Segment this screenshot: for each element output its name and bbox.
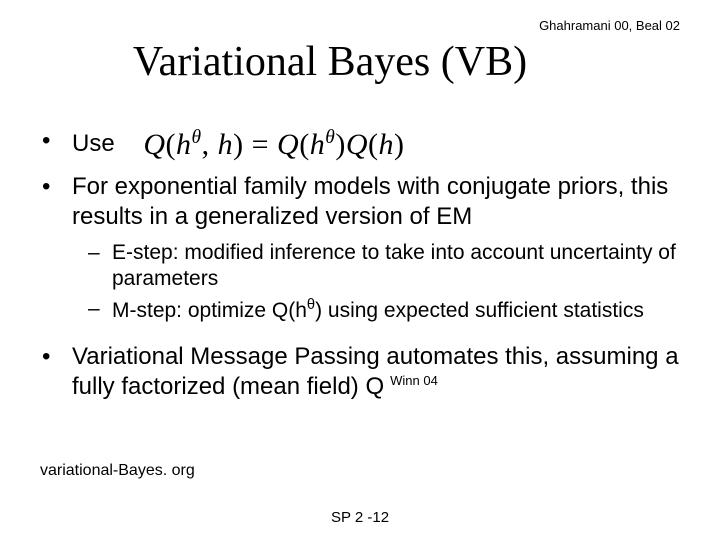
ft1: θ [192,127,202,148]
bullet-estep: – E-step: modified inference to take int… [88,240,680,293]
vmp-text: Variational Message Passing automates th… [72,343,679,400]
dash-marker: – [88,240,112,293]
bullet-vmp: • Variational Message Passing automates … [40,342,680,402]
bullet-marker: • [40,172,72,232]
bullet-mstep: – M-step: optimize Q(hθ) using expected … [88,296,680,324]
slide-content: • Use Q(hθ, h) = Q(hθ)Q(h) • For exponen… [40,126,680,402]
bullet-text: Use Q(hθ, h) = Q(hθ)Q(h) [72,126,680,164]
feq: = [244,128,277,161]
mstep-pre: M-step: optimize Q(h [112,299,307,322]
vb-formula: Q(hθ, h) = Q(hθ)Q(h) [143,126,404,164]
bullet-use: • Use Q(hθ, h) = Q(hθ)Q(h) [40,126,680,164]
bullet-exp-family: • For exponential family models with con… [40,172,680,232]
use-label: Use [72,130,115,157]
fQ2: Q [277,128,299,161]
slide: Ghahramani 00, Beal 02 Variational Bayes… [0,0,720,540]
bullet-text: For exponential family models with conju… [72,172,680,232]
bullet-marker: • [40,342,72,402]
top-citation: Ghahramani 00, Beal 02 [539,18,680,33]
bullet-marker: • [40,126,72,164]
ft2: θ [325,127,335,148]
fh3: h [310,128,326,161]
fh2: h [218,128,234,161]
fQ3: Q [346,128,368,161]
bullet-text: Variational Message Passing automates th… [72,342,680,402]
mstep-post: ) using expected sufficient statistics [315,299,644,322]
mstep-theta: θ [307,297,315,313]
bullet-text: M-step: optimize Q(hθ) using expected su… [112,296,680,324]
slide-title: Variational Bayes (VB) [40,38,680,86]
inline-citation: Winn 04 [390,373,438,388]
slide-footer: SP 2 -12 [0,509,720,526]
source-link: variational-Bayes. org [40,462,195,480]
spacer [40,328,680,342]
bullet-text: E-step: modified inference to take into … [112,240,680,293]
dash-marker: – [88,296,112,324]
fh1: h [176,128,192,161]
fQ1: Q [143,128,165,161]
fh4: h [378,128,394,161]
